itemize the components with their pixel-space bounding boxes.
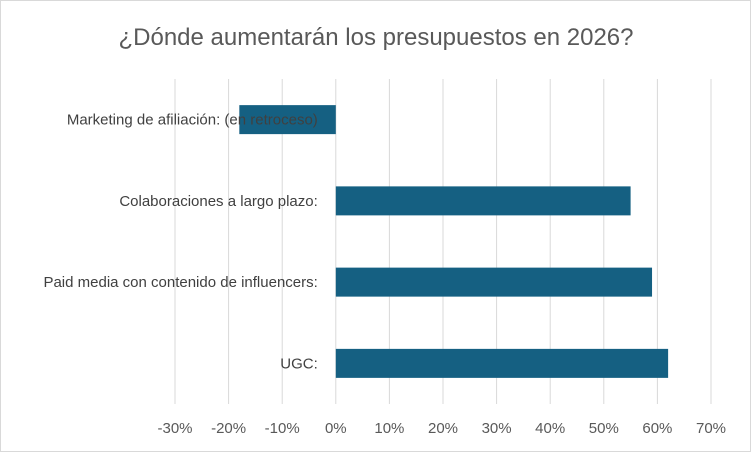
chart-title: ¿Dónde aumentarán los presupuestos en 20…: [118, 24, 633, 51]
category-label: Paid media con contenido de influencers:: [43, 274, 317, 291]
x-tick-label: -20%: [211, 420, 246, 437]
x-tick-label: 10%: [374, 420, 404, 437]
x-tick-label: 70%: [696, 420, 726, 437]
bar: [335, 348, 669, 378]
x-tick-label: 40%: [535, 420, 565, 437]
x-tick-label: 0%: [325, 420, 347, 437]
x-tick-label: 20%: [428, 420, 458, 437]
category-label: Marketing de afiliación: (en retroceso): [67, 112, 318, 129]
bars: [239, 105, 669, 378]
x-tick-label: 30%: [482, 420, 512, 437]
bar: [239, 105, 336, 135]
bar: [335, 186, 631, 216]
x-tick-label: -10%: [265, 420, 300, 437]
bar: [335, 267, 653, 297]
x-tick-label: 60%: [642, 420, 672, 437]
category-label: Colaboraciones a largo plazo:: [119, 193, 317, 210]
category-label: UGC:: [280, 355, 318, 372]
x-tick-label: 50%: [589, 420, 619, 437]
x-tick-label: -30%: [157, 420, 192, 437]
x-axis-tick-labels: -30% -20% -10% 0% 10% 20% 30% 40% 50% 60% 70%: [157, 420, 726, 437]
category-labels: Marketing de afiliación: (en retroceso) C…: [43, 112, 317, 373]
